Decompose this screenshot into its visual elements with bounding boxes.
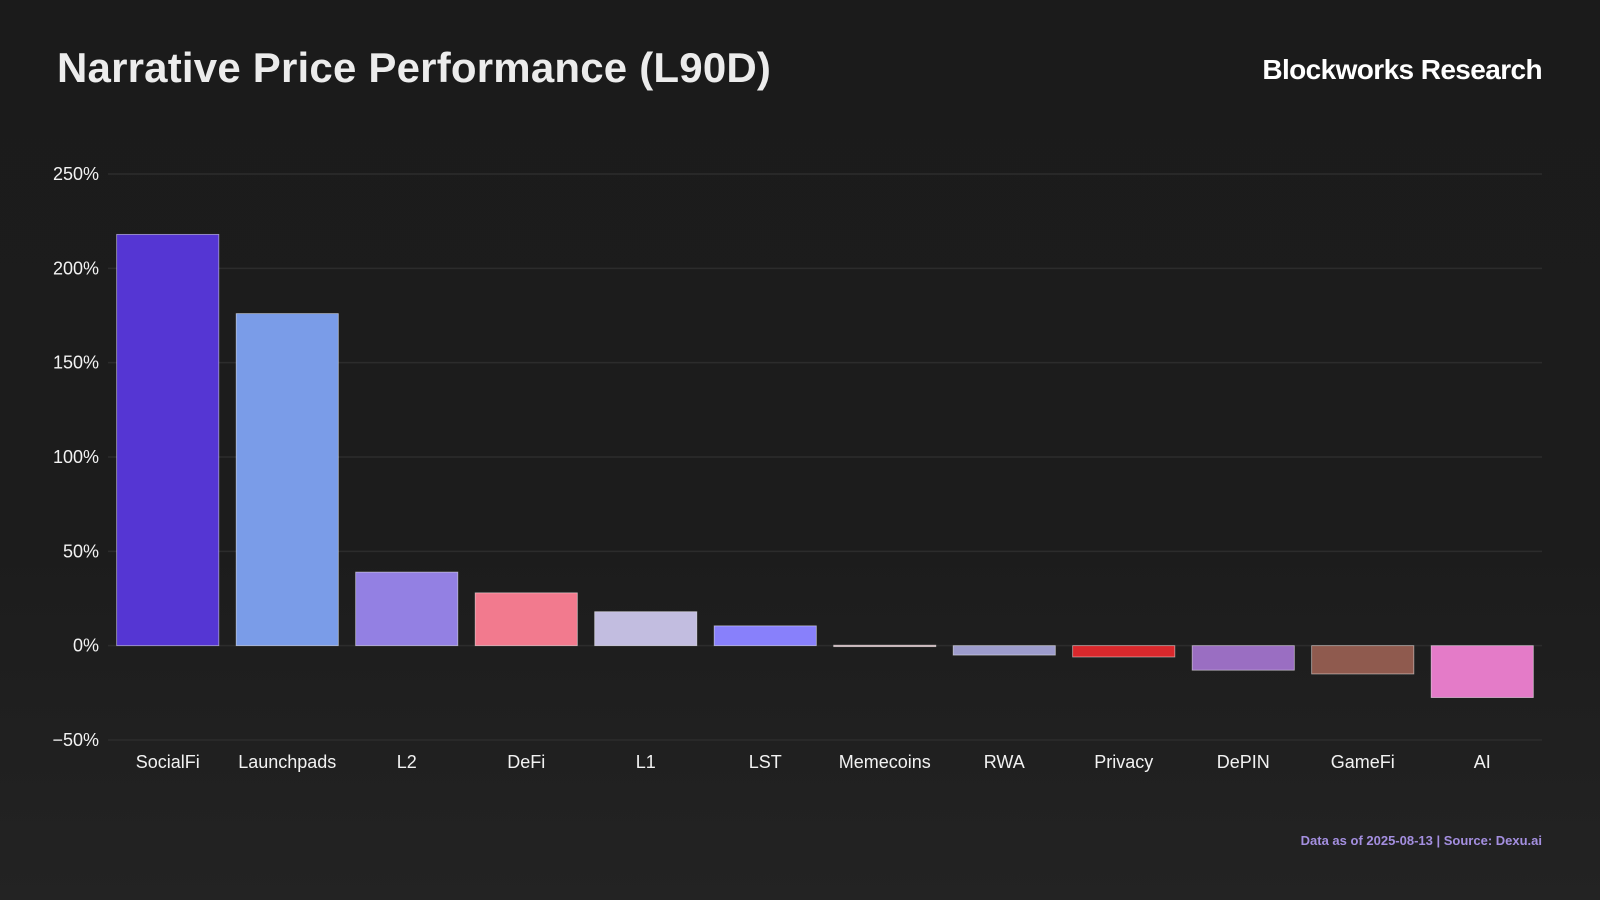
page-title: Narrative Price Performance (L90D) <box>57 44 772 91</box>
x-tick-label: L1 <box>636 752 656 772</box>
gridlines <box>108 173 1542 741</box>
bars <box>116 233 1534 698</box>
brand-logo-text: Blockworks Research <box>1262 54 1542 85</box>
y-tick-label: 0% <box>73 636 99 656</box>
y-tick-label: 150% <box>53 353 99 373</box>
bar-l1 <box>594 611 698 647</box>
x-tick-label: Launchpads <box>238 752 336 772</box>
x-tick-label: Memecoins <box>839 752 931 772</box>
bar-ai <box>1430 645 1534 698</box>
x-axis-ticks: SocialFi Launchpads L2 DeFi L1 LST Memecoins RW… <box>136 752 1491 772</box>
bar-l2 <box>355 571 459 647</box>
bar-lst <box>713 625 817 647</box>
y-axis-ticks: −50% 0% 50% 100% 150% 200% 250% <box>52 164 99 750</box>
bar-gamefi <box>1311 645 1415 675</box>
y-tick-label: 50% <box>63 541 99 561</box>
bar-defi <box>474 592 578 647</box>
y-tick-label: 100% <box>53 447 99 467</box>
x-tick-label: Privacy <box>1094 752 1153 772</box>
bar-socialfi <box>116 233 220 647</box>
x-tick-label: GameFi <box>1331 752 1395 772</box>
y-tick-label: 250% <box>53 164 99 184</box>
x-tick-label: RWA <box>984 752 1025 772</box>
y-tick-label: −50% <box>52 730 99 750</box>
x-tick-label: AI <box>1474 752 1491 772</box>
bar-depin <box>1191 645 1295 671</box>
bar-launchpads <box>235 313 339 647</box>
bar-memecoins <box>833 644 937 648</box>
x-tick-label: DePIN <box>1217 752 1270 772</box>
x-tick-label: LST <box>749 752 782 772</box>
x-tick-label: SocialFi <box>136 752 200 772</box>
bar-rwa <box>952 645 1056 656</box>
x-tick-label: DeFi <box>507 752 545 772</box>
bar-privacy <box>1072 645 1176 658</box>
x-tick-label: L2 <box>397 752 417 772</box>
y-tick-label: 200% <box>53 258 99 278</box>
source-note: Data as of 2025-08-13 | Source: Dexu.ai <box>1300 833 1542 848</box>
